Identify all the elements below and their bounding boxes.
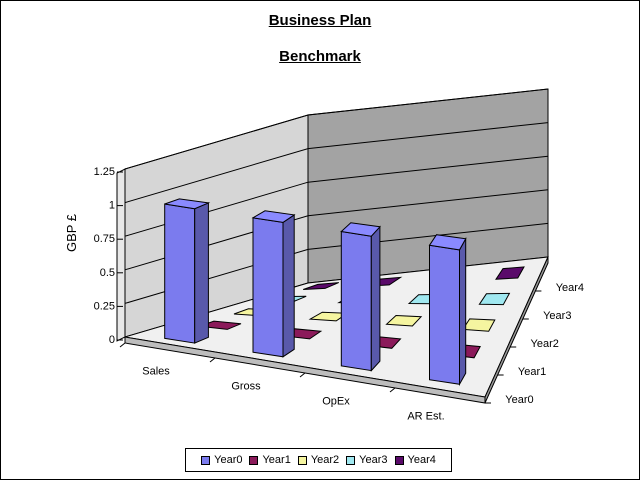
- legend-swatch: [201, 455, 211, 465]
- bar-year0-ar-est: [428, 234, 467, 387]
- y-tick-label: 1: [109, 200, 115, 212]
- bar-front-face: [429, 244, 460, 385]
- bar-year3-ar-est: [478, 292, 511, 306]
- chart-subtitle: Benchmark: [279, 48, 361, 65]
- bar-year1-sales: [199, 320, 242, 330]
- bar-side-face: [194, 202, 209, 344]
- bar-top-face: [164, 198, 211, 210]
- bar-side-face: [459, 236, 467, 387]
- bar-marks: [164, 198, 467, 387]
- x-tick-mark: [209, 357, 216, 363]
- legend-item: Year0: [201, 454, 242, 466]
- y-tick-label: 0.25: [94, 300, 115, 312]
- bar-top-face: [340, 222, 381, 237]
- depth-tick-label: Year4: [556, 282, 584, 294]
- legend-item: Year4: [394, 454, 436, 466]
- legend-item: Year3: [346, 454, 388, 466]
- bar-year0-sales: [164, 198, 211, 344]
- legend-label: Year2: [310, 454, 340, 466]
- x-tick-mark: [299, 372, 306, 378]
- legend-label: Year3: [359, 454, 388, 466]
- floor-edge-right: [484, 256, 549, 404]
- y-tick-label: 0.5: [100, 267, 115, 279]
- x-tick-label: AR Est.: [407, 411, 444, 423]
- legend-label: Year4: [407, 454, 436, 466]
- bar-year4-ar-est: [495, 266, 525, 280]
- legend-label: Year1: [262, 454, 291, 466]
- x-axis-ticks: Sales Gross OpEx AR Est.: [119, 342, 445, 423]
- bar-side-face: [370, 225, 381, 372]
- left-wall-edge: [116, 168, 126, 342]
- x-tick-label: Sales: [142, 366, 170, 378]
- bar-year0-gross: [251, 210, 296, 358]
- depth-axis-ticks: Year0 Year1 Year2 Year3 Year4: [485, 282, 584, 406]
- x-tick-mark: [389, 387, 396, 393]
- bar-year0-opex: [340, 222, 381, 372]
- y-axis-ticks: 0 0.25 0.5 0.75 1 1.25: [94, 166, 123, 346]
- y-tick-label: 0.75: [94, 233, 115, 245]
- bar-front-face: [340, 230, 372, 372]
- bar-year4-sales: [303, 282, 339, 290]
- legend-swatch: [394, 455, 404, 465]
- legend-swatch: [249, 455, 259, 465]
- bar-top-face: [251, 210, 296, 223]
- depth-tick-label: Year0: [505, 394, 533, 406]
- bar-front-face: [164, 203, 196, 344]
- x-tick-label: Gross: [231, 381, 261, 393]
- depth-tick-label: Year3: [543, 310, 571, 322]
- bar-side-face: [282, 213, 295, 358]
- legend-label: Year0: [214, 454, 243, 466]
- legend-item: Year2: [297, 454, 340, 466]
- legend-item: Year1: [249, 454, 291, 466]
- gridline: [124, 122, 549, 204]
- chart-title: Business Plan: [268, 12, 372, 29]
- bar-top-face: [428, 234, 467, 251]
- x-tick-label: OpEx: [322, 396, 350, 408]
- y-axis-label: GBP £: [64, 213, 79, 252]
- y-tick-label: 1.25: [94, 166, 115, 178]
- legend: Year0 Year1 Year2 Year3 Year4: [185, 448, 452, 472]
- bar-year2-ar-est: [461, 318, 496, 332]
- legend-swatch: [297, 455, 307, 465]
- gridline: [124, 88, 549, 170]
- y-tick-label: 0: [109, 334, 115, 346]
- depth-tick-label: Year1: [518, 366, 546, 378]
- bar-year2-opex: [385, 314, 423, 327]
- x-tick-mark: [119, 342, 126, 348]
- legend-swatch: [346, 455, 356, 465]
- depth-tick-label: Year2: [531, 338, 559, 350]
- bar-front-face: [252, 217, 284, 358]
